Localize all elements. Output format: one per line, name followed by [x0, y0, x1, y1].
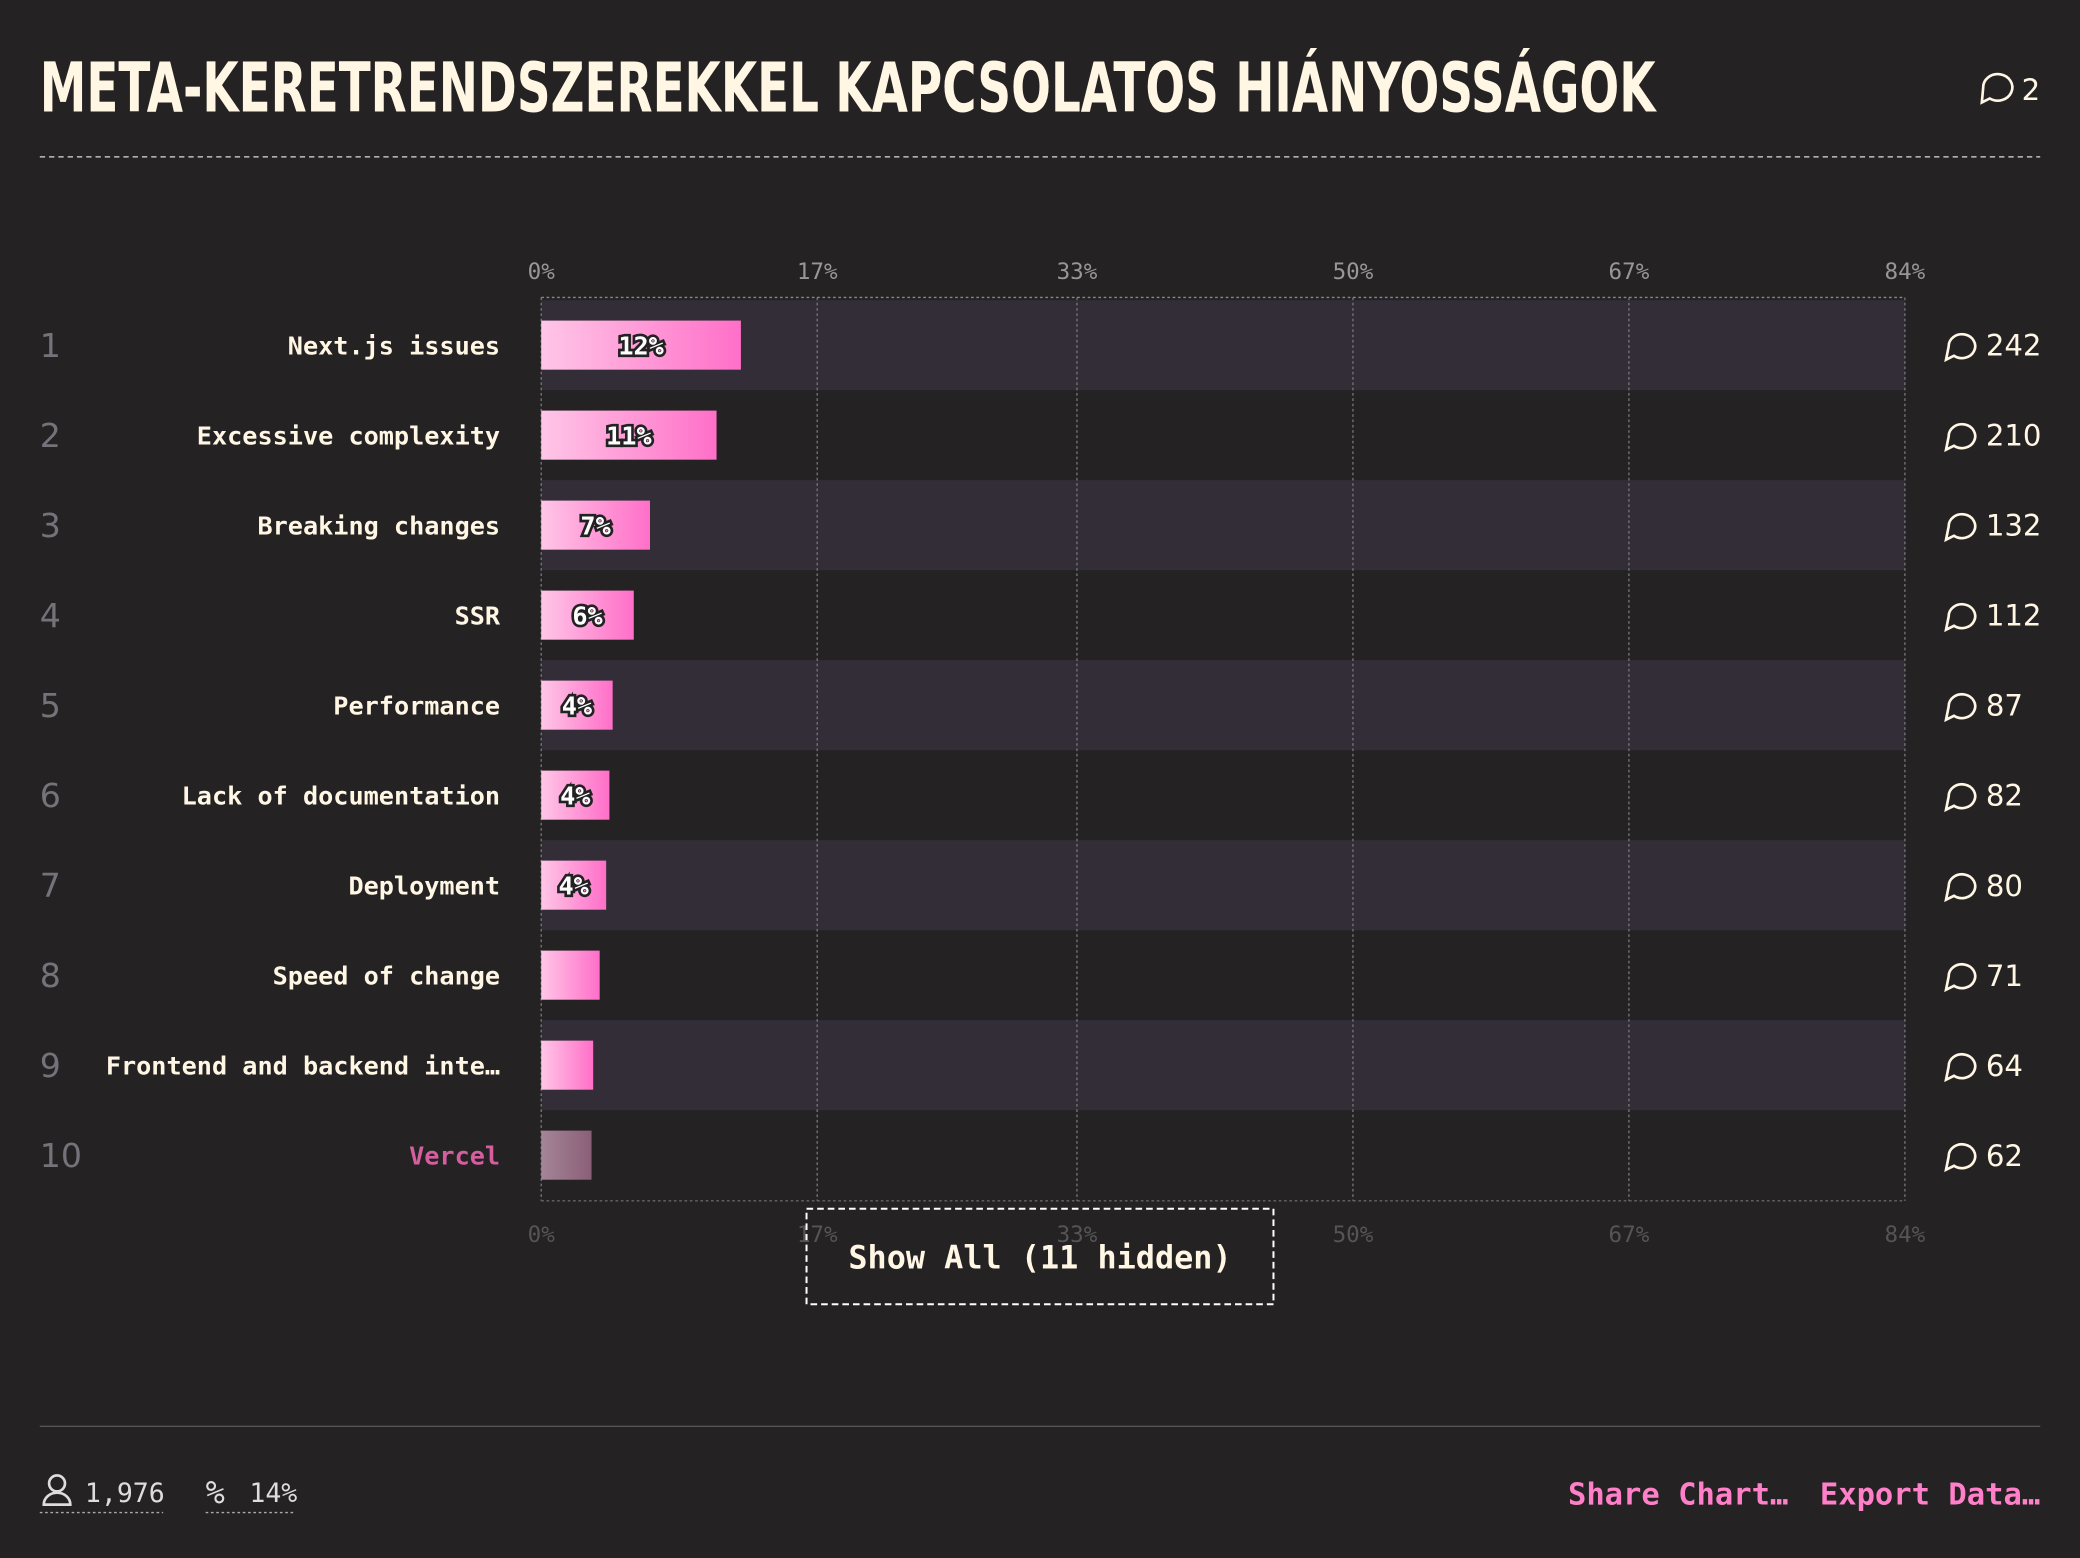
value-label: 7%	[580, 511, 610, 540]
rank: 6	[40, 776, 61, 815]
comment-icon[interactable]	[1944, 872, 1977, 903]
comment-count[interactable]: 87	[1986, 689, 2023, 723]
rank: 2	[40, 416, 61, 455]
x-tick-label: 67%	[1609, 1222, 1650, 1248]
x-tick-label: 50%	[1333, 259, 1374, 285]
x-tick-label: 17%	[797, 259, 838, 285]
bar[interactable]	[541, 1130, 592, 1180]
bar[interactable]	[541, 950, 600, 1000]
x-tick-label: 17%	[797, 1222, 838, 1248]
rank: 3	[40, 506, 61, 545]
chart-title: META-KERETRENDSZEREKKEL KAPCSOLATOS HIÁN…	[40, 47, 1657, 129]
bar[interactable]	[541, 860, 607, 910]
value-label: 4%	[562, 691, 592, 720]
comment-count[interactable]: 2	[2022, 73, 2041, 107]
percent-icon: %	[206, 1473, 225, 1511]
x-tick-label: 0%	[528, 259, 556, 285]
bar[interactable]	[541, 680, 613, 730]
comment-icon[interactable]	[1944, 332, 1977, 363]
value-label: 4%	[559, 871, 589, 900]
bar[interactable]	[541, 410, 717, 460]
comment-icon[interactable]	[1944, 512, 1977, 543]
comment-count[interactable]: 80	[1986, 869, 2023, 903]
comment-count[interactable]: 64	[1986, 1049, 2023, 1083]
x-tick-label: 33%	[1057, 1222, 1098, 1248]
x-tick-label: 67%	[1609, 259, 1650, 285]
user-icon	[47, 1474, 67, 1493]
rank: 4	[40, 596, 61, 635]
category-label[interactable]: Next.js issues	[288, 331, 500, 360]
category-label[interactable]: Breaking changes	[257, 511, 500, 540]
category-label[interactable]: Lack of documentation	[182, 781, 500, 810]
show-all-button[interactable]	[805, 1207, 1275, 1306]
x-tick-label: 0%	[528, 1222, 556, 1248]
comment-icon[interactable]	[1944, 1142, 1977, 1173]
comment-count[interactable]: 242	[1986, 329, 2042, 363]
rank: 8	[40, 956, 61, 995]
bar[interactable]	[541, 590, 634, 640]
rank: 5	[40, 686, 61, 725]
comment-icon[interactable]	[1944, 1052, 1977, 1083]
rank: 10	[40, 1136, 82, 1175]
comment-icon[interactable]	[1944, 962, 1977, 993]
category-label[interactable]: Vercel	[409, 1141, 500, 1170]
comment-icon[interactable]	[1944, 602, 1977, 633]
row-band	[541, 840, 1905, 931]
respondents[interactable]: 1,976	[85, 1478, 165, 1509]
comment-icon[interactable]	[1944, 422, 1977, 453]
bar[interactable]	[541, 500, 650, 550]
row-band	[541, 660, 1905, 751]
bar[interactable]	[541, 770, 610, 820]
rank: 1	[40, 326, 61, 365]
category-label[interactable]: Frontend and backend inte…	[106, 1051, 500, 1080]
value-label: 12%	[618, 331, 664, 360]
export-button[interactable]: Export Data…	[1820, 1478, 2040, 1513]
value-label: 6%	[572, 601, 602, 630]
value-label: 4%	[560, 781, 590, 810]
user-icon-body	[42, 1491, 72, 1506]
bar[interactable]	[541, 1040, 594, 1090]
category-label[interactable]: Deployment	[348, 871, 500, 900]
value-label: 11%	[606, 421, 652, 450]
row-band	[541, 480, 1905, 571]
x-tick-label: 84%	[1885, 259, 1926, 285]
comment-count[interactable]: 82	[1986, 779, 2023, 813]
category-label[interactable]: SSR	[455, 601, 501, 630]
comment-count[interactable]: 71	[1986, 959, 2023, 993]
bar[interactable]	[541, 320, 741, 370]
percent-completion[interactable]: 14%	[249, 1478, 297, 1509]
x-tick-label: 84%	[1885, 1222, 1926, 1248]
comment-count[interactable]: 132	[1986, 509, 2042, 543]
comment-count[interactable]: 112	[1986, 599, 2042, 633]
category-label[interactable]: Excessive complexity	[197, 421, 500, 450]
comment-count[interactable]: 62	[1986, 1139, 2023, 1173]
x-tick-label: 33%	[1057, 259, 1098, 285]
category-label[interactable]: Performance	[333, 691, 500, 720]
row-band	[541, 300, 1905, 391]
comment-icon[interactable]	[1980, 72, 2014, 105]
comment-icon[interactable]	[1944, 782, 1977, 813]
row-band	[541, 1020, 1905, 1111]
comment-count[interactable]: 210	[1986, 419, 2042, 453]
comment-icon[interactable]	[1944, 692, 1977, 723]
rank: 9	[40, 1046, 61, 1085]
rank: 7	[40, 866, 61, 905]
share-button[interactable]: Share Chart…	[1568, 1478, 1788, 1513]
show-all-label[interactable]: Show All (11 hidden)	[848, 1238, 1231, 1276]
category-label[interactable]: Speed of change	[273, 961, 500, 990]
x-tick-label: 50%	[1333, 1222, 1374, 1248]
